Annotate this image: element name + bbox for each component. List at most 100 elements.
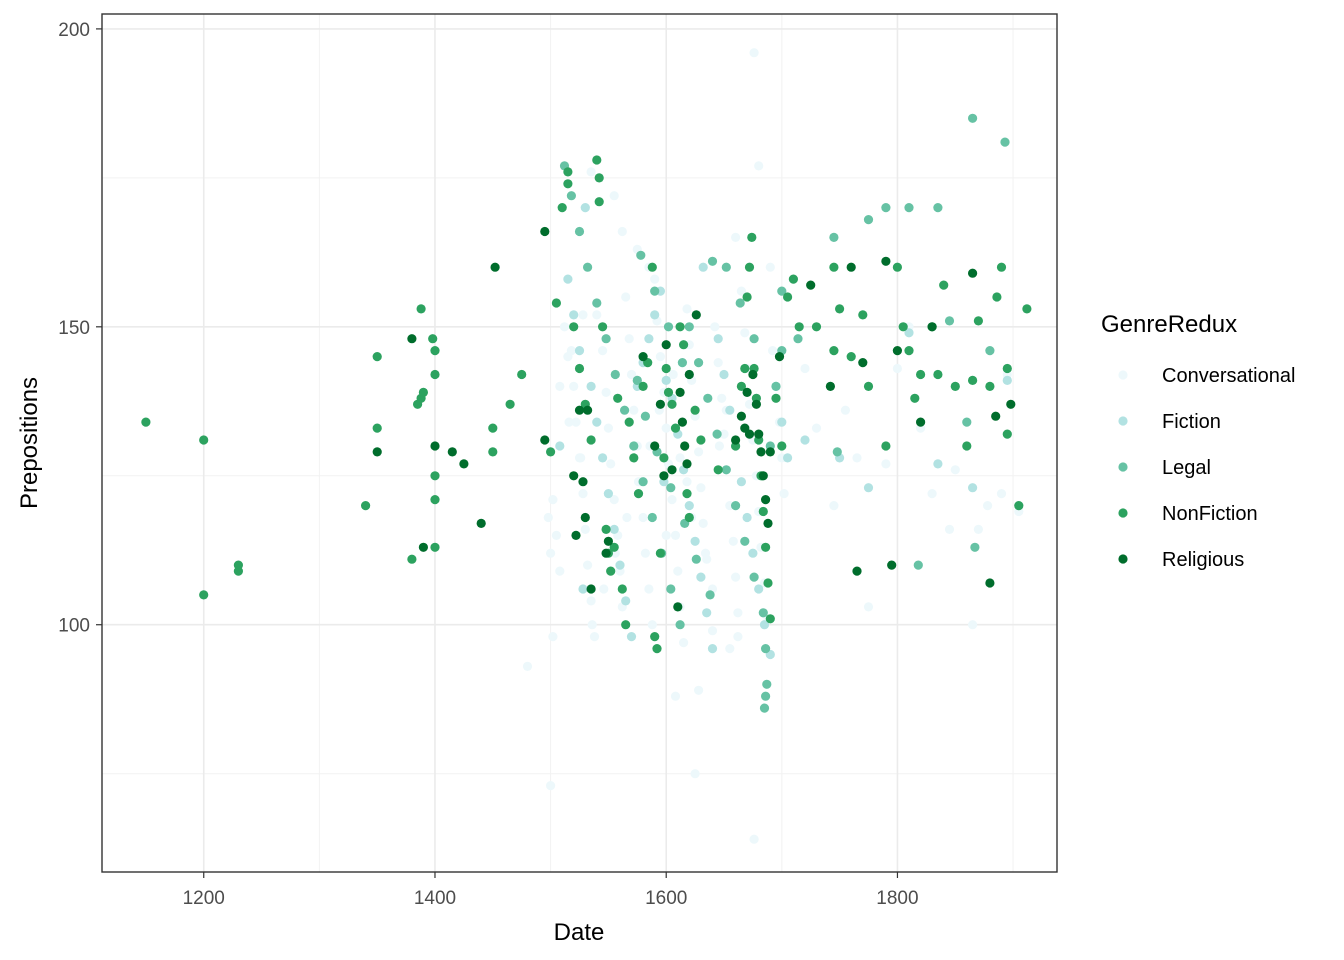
data-point: [609, 495, 619, 505]
data-point: [763, 578, 773, 588]
data-point: [904, 346, 914, 356]
data-point: [983, 501, 993, 511]
grid-minor: [102, 14, 1057, 872]
data-point: [430, 542, 440, 552]
data-point: [748, 548, 758, 558]
data-point: [684, 322, 694, 332]
data-point: [566, 191, 577, 201]
data-point: [968, 620, 978, 630]
data-point: [950, 465, 960, 475]
legend-items: Conversational Fiction Legal NonFiction Reli…: [1118, 365, 1295, 571]
data-point: [522, 661, 533, 672]
x-tick-label: 1600: [645, 888, 687, 909]
data-point: [601, 387, 611, 397]
data-point: [459, 459, 469, 469]
data-point: [638, 512, 648, 523]
legend-key-legal: [1118, 462, 1128, 472]
data-point: [592, 298, 602, 308]
data-point: [675, 387, 685, 397]
data-point: [758, 471, 768, 481]
data-point: [661, 423, 671, 433]
data-point: [968, 375, 978, 385]
data-point: [962, 441, 972, 451]
data-point: [684, 369, 694, 380]
data-point: [407, 334, 417, 344]
data-point: [430, 346, 440, 356]
series-nonfiction: [141, 155, 1032, 654]
data-point: [793, 334, 803, 344]
data-point: [811, 322, 822, 332]
data-point: [586, 435, 596, 445]
data-point: [702, 608, 712, 618]
data-point: [626, 632, 637, 642]
y-tick-label: 150: [58, 318, 90, 339]
data-point: [754, 429, 764, 439]
data-point: [707, 626, 718, 636]
data-point: [881, 256, 891, 266]
data-point: [731, 501, 741, 511]
data-point: [505, 399, 515, 409]
data-point: [756, 447, 766, 457]
data-point: [736, 477, 747, 487]
data-point: [881, 441, 891, 451]
data-point: [659, 471, 669, 481]
data-point: [749, 334, 759, 344]
data-point: [578, 489, 588, 499]
data-point: [667, 465, 677, 475]
data-point: [690, 405, 700, 415]
data-point: [589, 632, 600, 642]
x-axis-title: Date: [554, 919, 605, 946]
data-point: [640, 411, 651, 421]
data-point: [679, 340, 689, 350]
data-point: [761, 542, 771, 552]
data-point: [563, 179, 573, 189]
data-point: [546, 447, 556, 457]
data-point: [829, 262, 839, 272]
data-point: [892, 262, 903, 272]
data-point: [744, 399, 755, 409]
data-point: [540, 435, 550, 445]
data-point: [1000, 137, 1010, 147]
data-point: [569, 381, 579, 391]
data-point: [761, 495, 771, 505]
data-point: [968, 268, 978, 278]
data-point: [548, 632, 558, 642]
data-point: [430, 495, 440, 505]
data-point: [666, 584, 676, 594]
data-points: [141, 48, 1032, 844]
data-point: [598, 346, 608, 356]
data-point: [713, 465, 723, 475]
data-point: [968, 113, 978, 123]
data-point: [679, 638, 689, 648]
data-point: [644, 334, 654, 344]
data-point: [621, 292, 631, 302]
data-point: [719, 429, 729, 439]
data-point: [777, 441, 787, 451]
data-point: [667, 399, 677, 409]
data-point: [609, 191, 619, 201]
data-point: [551, 530, 562, 541]
data-point: [638, 381, 648, 391]
data-point: [680, 441, 690, 451]
data-point: [610, 369, 620, 380]
data-point: [794, 322, 804, 332]
data-point: [626, 369, 637, 380]
data-point: [583, 405, 593, 415]
data-point: [580, 524, 590, 535]
data-point: [670, 691, 681, 701]
y-axis-ticks: 100 150 200: [58, 20, 102, 637]
data-point: [632, 375, 642, 385]
data-point: [691, 554, 701, 564]
data-point: [578, 310, 588, 320]
data-point: [933, 459, 943, 469]
data-point: [624, 417, 634, 427]
data-point: [832, 447, 842, 457]
data-point: [606, 566, 616, 576]
data-point: [488, 423, 498, 433]
data-point: [655, 352, 666, 362]
data-point: [569, 471, 579, 481]
data-point: [546, 781, 556, 791]
data-point: [586, 584, 596, 594]
data-point: [670, 423, 681, 433]
